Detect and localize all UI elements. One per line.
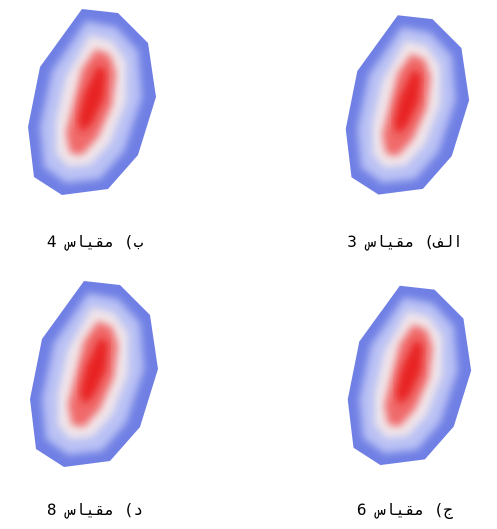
heatmap: [22, 272, 162, 472]
heatmap: [340, 276, 475, 471]
caption: ج) مقیاس 6: [305, 500, 497, 519]
heatmap: [20, 5, 160, 195]
caption: الف) مقیاس 3: [305, 232, 497, 251]
caption: د) مقیاس 8: [0, 500, 195, 519]
caption: ب) مقیاس 4: [0, 232, 195, 251]
heatmap: [338, 8, 473, 198]
figure: الف) مقیاس 3 ب) مقیاس 4 ج) مقیاس 6 د) مق…: [0, 0, 497, 529]
